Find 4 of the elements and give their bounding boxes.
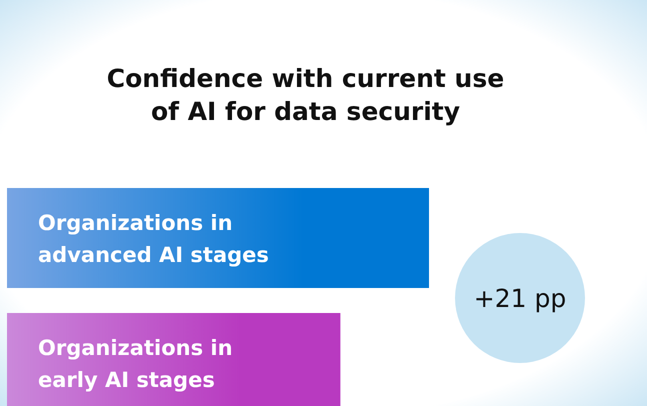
chart-title: Confidence with current use of AI for data security	[106, 64, 504, 126]
text: +21 pp	[474, 284, 566, 313]
y-tick-label: Organizations in advanced AI stages	[38, 211, 269, 267]
y-tick-label: Organizations in early AI stages	[38, 336, 233, 392]
